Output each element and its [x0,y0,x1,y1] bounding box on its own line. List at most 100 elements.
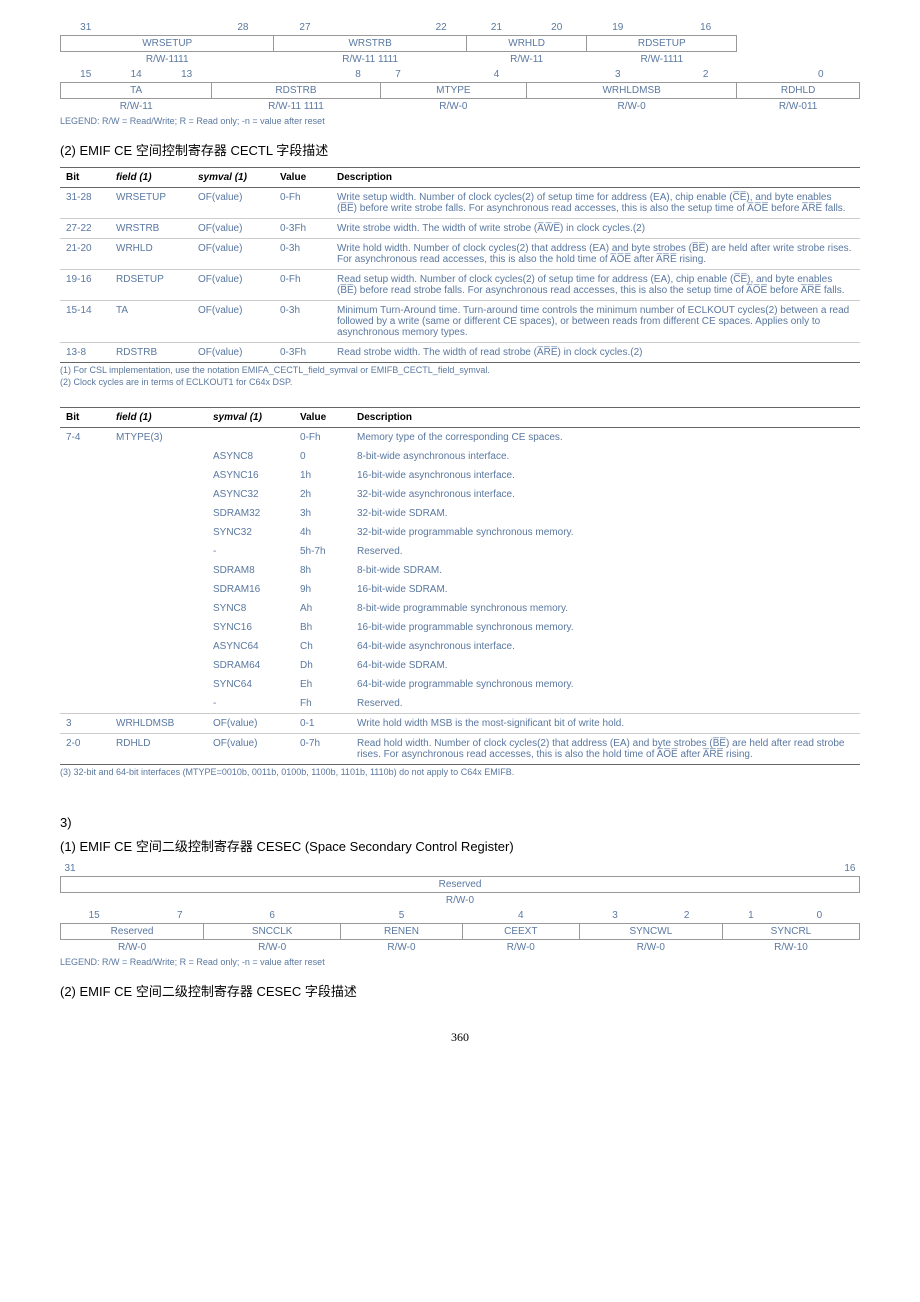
value-cell: 0 [294,447,351,466]
bit-cell [60,694,110,714]
bit-cell: 2-0 [60,734,110,765]
value-cell: 0-7h [294,734,351,765]
value-cell: Bh [294,618,351,637]
desc-cell: 32-bit-wide asynchronous interface. [351,485,860,504]
value-cell: 2h [294,485,351,504]
desc-cell: 16-bit-wide SDRAM. [351,580,860,599]
bit-cell: 7-4 [60,428,110,448]
value-cell: 1h [294,466,351,485]
desc-cell: Read hold width. Number of clock cycles(… [351,734,860,765]
field-cell: WRSTRB [110,219,192,239]
symval-cell: SYNC16 [207,618,294,637]
desc-cell: Write hold width. Number of clock cycles… [331,239,860,270]
value-cell: 0-3Fh [274,343,331,363]
value-cell: 9h [294,580,351,599]
value-cell: 0-3Fh [274,219,331,239]
symval-cell: ASYNC16 [207,466,294,485]
field-cell [110,694,207,714]
bit-cell [60,675,110,694]
desc-cell: Read setup width. Number of clock cycles… [331,270,860,301]
symval-cell: OF(value) [207,714,294,734]
desc-cell: 8-bit-wide asynchronous interface. [351,447,860,466]
bit-cell: 19-16 [60,270,110,301]
value-cell: 5h-7h [294,542,351,561]
symval-cell: - [207,694,294,714]
field-cell: RDSETUP [110,270,192,301]
symval-cell: SYNC8 [207,599,294,618]
field-cell [110,504,207,523]
field-cell: RDSTRB [110,343,192,363]
desc-cell: Read strobe width. The width of read str… [331,343,860,363]
value-cell: 0-3h [274,239,331,270]
symval-cell: SDRAM64 [207,656,294,675]
bit-cell [60,656,110,675]
field-cell [110,447,207,466]
cectl-field-table: Bit field (1) symval (1) Value Descripti… [60,167,860,363]
value-cell: 0-Fh [294,428,351,448]
field-cell: WRSETUP [110,188,192,219]
bit-cell [60,485,110,504]
bit-layout-table-2: 3116 Reserved R/W-0 15 7 6 5 4 3 2 1 0 R… [60,861,860,955]
bit-cell [60,561,110,580]
legend-1: LEGEND: R/W = Read/Write; R = Read only;… [60,116,860,126]
value-cell: 8h [294,561,351,580]
footnote-1: (1) For CSL implementation, use the nota… [60,365,860,375]
value-cell: 0-1 [294,714,351,734]
page-number: 360 [60,1030,860,1045]
legend-2: LEGEND: R/W = Read/Write; R = Read only;… [60,957,860,967]
symval-cell: SYNC64 [207,675,294,694]
desc-cell: 64-bit-wide SDRAM. [351,656,860,675]
symval-cell [207,428,294,448]
desc-cell: 32-bit-wide SDRAM. [351,504,860,523]
symval-cell: OF(value) [192,301,274,343]
field-cell [110,466,207,485]
desc-cell: Write strobe width. The width of write s… [331,219,860,239]
value-cell: Ah [294,599,351,618]
bit-cell [60,637,110,656]
mtype-field-table: Bit field (1) symval (1) Value Descripti… [60,407,860,765]
field-cell [110,675,207,694]
bit-cell: 13-8 [60,343,110,363]
footnote-2: (2) Clock cycles are in terms of ECLKOUT… [60,377,860,387]
field-cell [110,485,207,504]
caption-cectl: (2) EMIF CE 空间控制寄存器 CECTL 字段描述 [60,140,860,159]
bit-layout-table-1: 3128272221201916 WRSETUP WRSTRB WRHLD RD… [60,20,860,114]
symval-cell: SDRAM16 [207,580,294,599]
bit-cell [60,580,110,599]
symval-cell: OF(value) [192,188,274,219]
symval-cell: OF(value) [192,270,274,301]
value-cell: Eh [294,675,351,694]
desc-cell: Write hold width MSB is the most-signifi… [351,714,860,734]
desc-cell: Reserved. [351,542,860,561]
field-cell: TA [110,301,192,343]
bit-cell [60,447,110,466]
bit-cell: 15-14 [60,301,110,343]
desc-cell: 8-bit-wide SDRAM. [351,561,860,580]
footnote-3: (3) 32-bit and 64-bit interfaces (MTYPE=… [60,767,860,777]
bit-cell [60,542,110,561]
bit-cell [60,599,110,618]
field-cell [110,542,207,561]
desc-cell: 64-bit-wide programmable synchronous mem… [351,675,860,694]
symval-cell: SYNC32 [207,523,294,542]
symval-cell: ASYNC64 [207,637,294,656]
field-cell [110,580,207,599]
desc-cell: 64-bit-wide asynchronous interface. [351,637,860,656]
field-cell [110,523,207,542]
symval-cell: - [207,542,294,561]
value-cell: 0-Fh [274,188,331,219]
desc-cell: Write setup width. Number of clock cycle… [331,188,860,219]
value-cell: 3h [294,504,351,523]
value-cell: 0-3h [274,301,331,343]
symval-cell: OF(value) [192,239,274,270]
bit-cell [60,466,110,485]
desc-cell: 32-bit-wide programmable synchronous mem… [351,523,860,542]
field-cell: WRHLD [110,239,192,270]
bit-cell [60,618,110,637]
desc-cell: Minimum Turn-Around time. Turn-around ti… [331,301,860,343]
field-cell [110,656,207,675]
caption-cesec: (1) EMIF CE 空间二级控制寄存器 CESEC (Space Secon… [60,836,860,855]
bit-cell: 3 [60,714,110,734]
desc-cell: Memory type of the corresponding CE spac… [351,428,860,448]
section-3: 3) [60,815,860,830]
